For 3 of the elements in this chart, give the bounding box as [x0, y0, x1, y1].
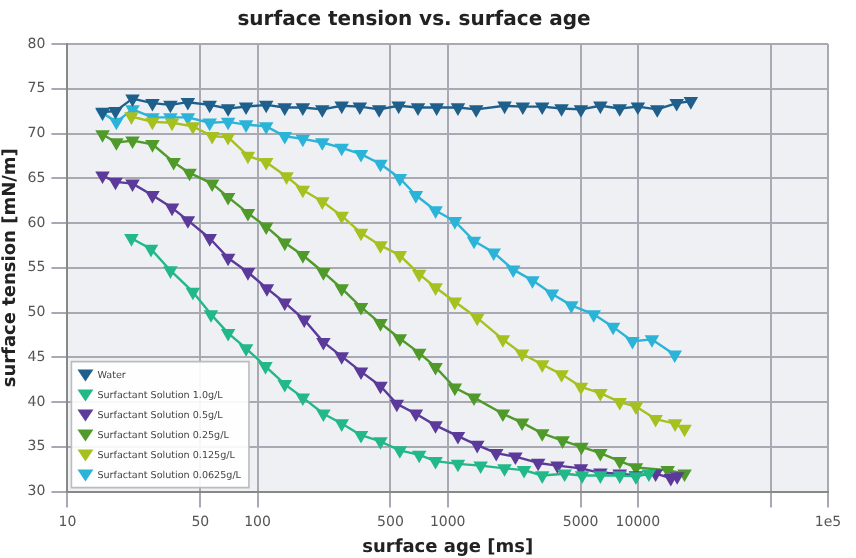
chart-title: surface tension vs. surface age — [237, 9, 591, 32]
x-axis-title: surface age [ms] — [362, 537, 534, 558]
y-axis-title: surface tension [mN/m] — [1, 148, 22, 388]
